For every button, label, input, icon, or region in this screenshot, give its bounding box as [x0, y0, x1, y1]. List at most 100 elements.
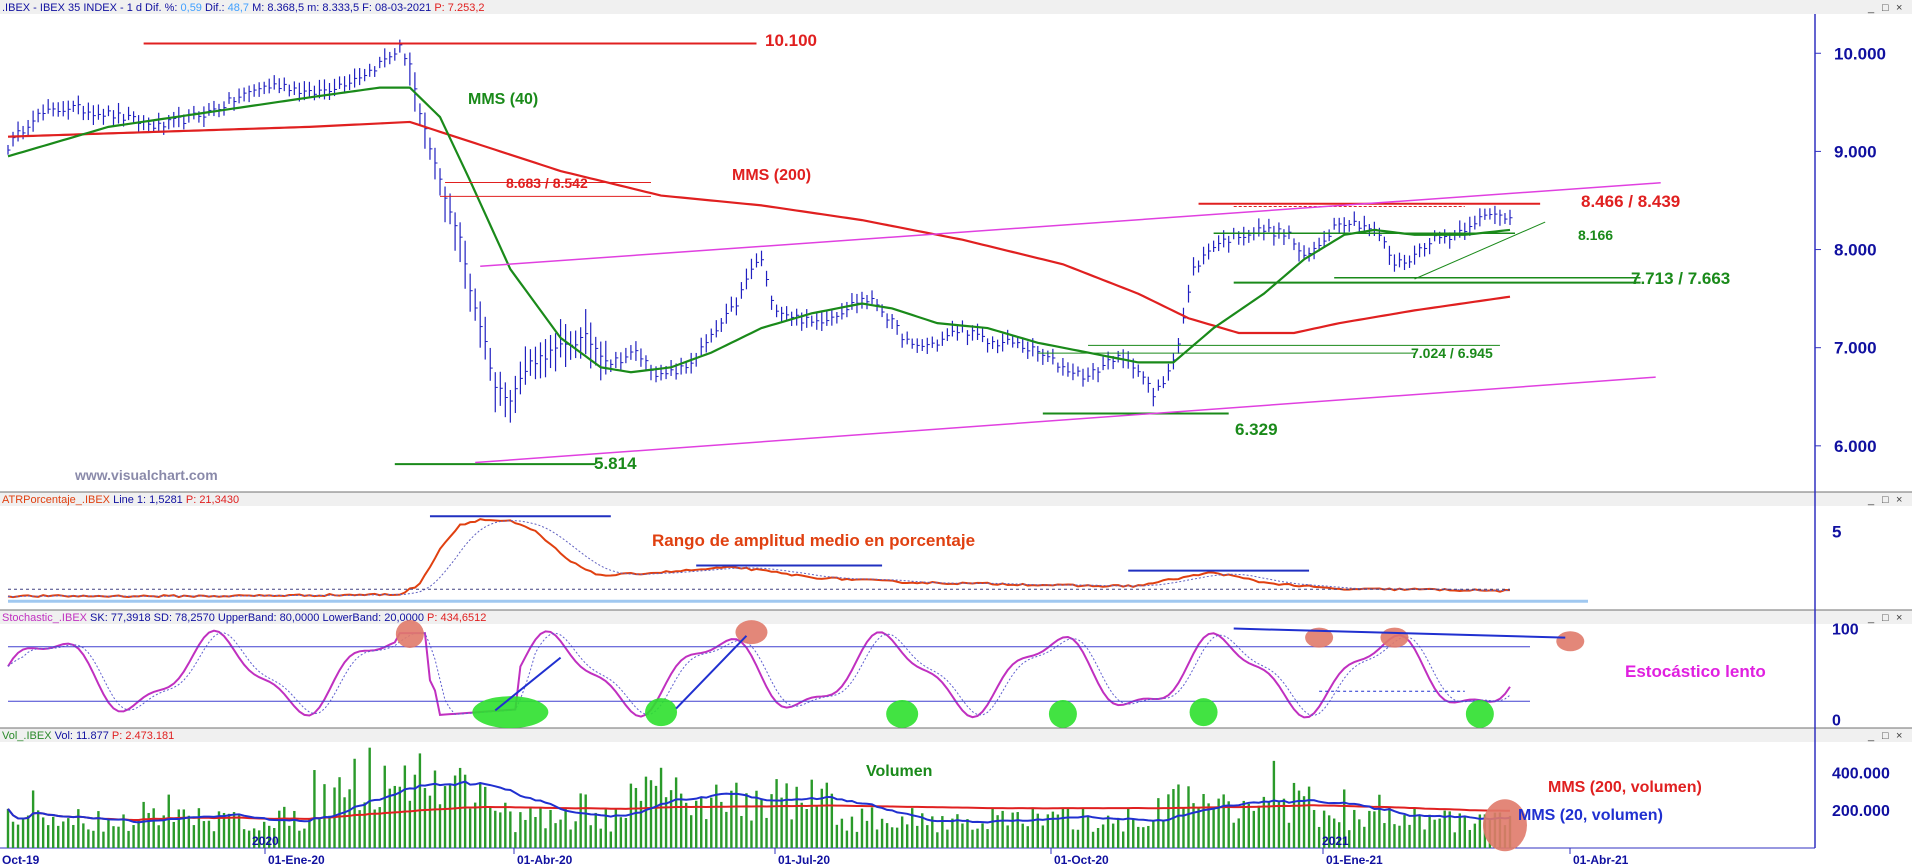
- x-tick-label: 01-Jul-20: [778, 853, 830, 867]
- oversold-marker: [472, 696, 549, 729]
- volume-bar: [1408, 824, 1411, 848]
- volume-bar: [820, 788, 823, 848]
- volume-bar: [227, 813, 231, 848]
- volume-bar: [1378, 794, 1381, 848]
- volume-bar: [1096, 827, 1100, 848]
- volume-bar: [308, 818, 311, 848]
- volume-bar: [614, 808, 618, 848]
- volume-bar: [1282, 798, 1286, 848]
- volume-bar: [710, 797, 713, 848]
- volume-bar: [1237, 818, 1240, 848]
- x-tick-label: 01-Oct-20: [1054, 853, 1109, 867]
- volume-bar: [1182, 807, 1185, 848]
- volume-bar: [283, 806, 286, 848]
- volume-bar: [197, 808, 201, 848]
- atr-y-tick-label: 5: [1832, 523, 1841, 542]
- volume-bar: [1368, 810, 1371, 848]
- volume-bar: [1031, 808, 1034, 848]
- volume-bar: [1287, 822, 1291, 848]
- volume-bar: [514, 832, 517, 848]
- atr-window-controls[interactable]: _ □ ×: [1867, 494, 1902, 506]
- price-y-tick-label: 7.000: [1834, 339, 1877, 358]
- maximize-icon[interactable]: □: [1882, 612, 1889, 624]
- minimize-icon[interactable]: _: [1867, 612, 1875, 624]
- volume-bar: [147, 812, 150, 848]
- volume-bar: [1478, 814, 1482, 848]
- volume-bar: [82, 823, 85, 848]
- volume-bar: [966, 819, 969, 848]
- channel-upper-line: [480, 182, 1661, 267]
- volume-bar: [348, 789, 351, 848]
- minimize-icon[interactable]: _: [1867, 2, 1875, 14]
- volume-bar: [639, 800, 643, 848]
- close-icon[interactable]: ×: [1896, 730, 1902, 742]
- volume-bar: [36, 810, 40, 848]
- volume-bar: [1252, 810, 1256, 848]
- main-window-controls[interactable]: _ □ ×: [1867, 2, 1902, 14]
- price-panel: [7, 39, 1661, 466]
- volume-bar: [298, 830, 301, 848]
- volume-bar: [122, 814, 125, 848]
- volume-window-controls[interactable]: _ □ ×: [1867, 730, 1902, 742]
- close-icon[interactable]: ×: [1896, 612, 1902, 624]
- stochastic-caption: Estocástico lento: [1625, 662, 1766, 681]
- close-icon[interactable]: ×: [1896, 2, 1902, 14]
- close-icon[interactable]: ×: [1896, 494, 1902, 506]
- minimize-icon[interactable]: _: [1867, 494, 1875, 506]
- maximize-icon[interactable]: □: [1882, 2, 1889, 14]
- oversold-marker: [886, 700, 919, 728]
- volume-bar: [1322, 810, 1326, 848]
- minimize-icon[interactable]: _: [1867, 730, 1875, 742]
- volume-bar: [1111, 823, 1115, 848]
- volume-bar: [328, 815, 331, 848]
- volume-bar: [765, 817, 768, 848]
- volume-bar: [916, 825, 919, 848]
- maximize-icon[interactable]: □: [1882, 730, 1889, 742]
- volume-bar: [750, 820, 753, 848]
- volume-bar: [41, 817, 45, 848]
- volume-bar: [911, 808, 914, 848]
- price-annotations: 10.100 MMS (40) MMS (200) 8.683 / 8.542 …: [74, 31, 1730, 483]
- volume-bar: [1297, 790, 1301, 848]
- stochastic-window-controls[interactable]: _ □ ×: [1867, 612, 1902, 624]
- volume-bar: [604, 808, 607, 848]
- volume-bar: [202, 821, 206, 848]
- volume-bar: [730, 790, 733, 848]
- volume-mms20-line: [7, 780, 1511, 824]
- year-mark-label: 2021: [1322, 834, 1349, 848]
- volume-bar: [609, 831, 613, 848]
- subpanel-header-bar: [0, 610, 1912, 624]
- svg-text:.IBEX - IBEX 35 INDEX - 1 d Di: .IBEX - IBEX 35 INDEX - 1 d Dif. %: 0,59…: [2, 2, 485, 14]
- volume-bar: [554, 823, 557, 848]
- volume-bar: [810, 779, 813, 848]
- volume-bar: [599, 828, 602, 848]
- volume-bar: [840, 818, 844, 848]
- volume-bar: [921, 813, 924, 848]
- volume-bar: [1212, 806, 1215, 848]
- volume-bar: [549, 809, 552, 848]
- volume-bar: [926, 825, 929, 848]
- maximize-icon[interactable]: □: [1882, 494, 1889, 506]
- overbought-marker: [395, 620, 424, 648]
- volume-bar: [629, 783, 633, 848]
- volume-bar: [373, 809, 376, 848]
- volume-bar: [584, 794, 587, 848]
- main-panel-header: .IBEX - IBEX 35 INDEX - 1 d Dif. %: 0,59…: [2, 2, 485, 14]
- level-label-7024: 7.024 / 6.945: [1411, 345, 1493, 361]
- main-header-bar: [0, 0, 1912, 14]
- volume-bar: [1317, 826, 1321, 848]
- volume-bar: [1036, 813, 1039, 848]
- volume-bar: [11, 821, 15, 848]
- volume-bar: [1192, 803, 1195, 848]
- volume-bar: [383, 765, 386, 848]
- volume-bar: [700, 798, 703, 848]
- volume-bar: [1398, 825, 1401, 848]
- level-label-7713: 7.713 / 7.663: [1631, 269, 1730, 288]
- volume-bar: [674, 777, 678, 848]
- level-label-8166: 8.166: [1578, 227, 1613, 243]
- volume-bar: [519, 812, 522, 848]
- volume-bar: [569, 829, 572, 848]
- atr-panel: [7, 515, 1588, 603]
- volume-bar: [278, 810, 281, 848]
- volume-bar: [1373, 811, 1376, 848]
